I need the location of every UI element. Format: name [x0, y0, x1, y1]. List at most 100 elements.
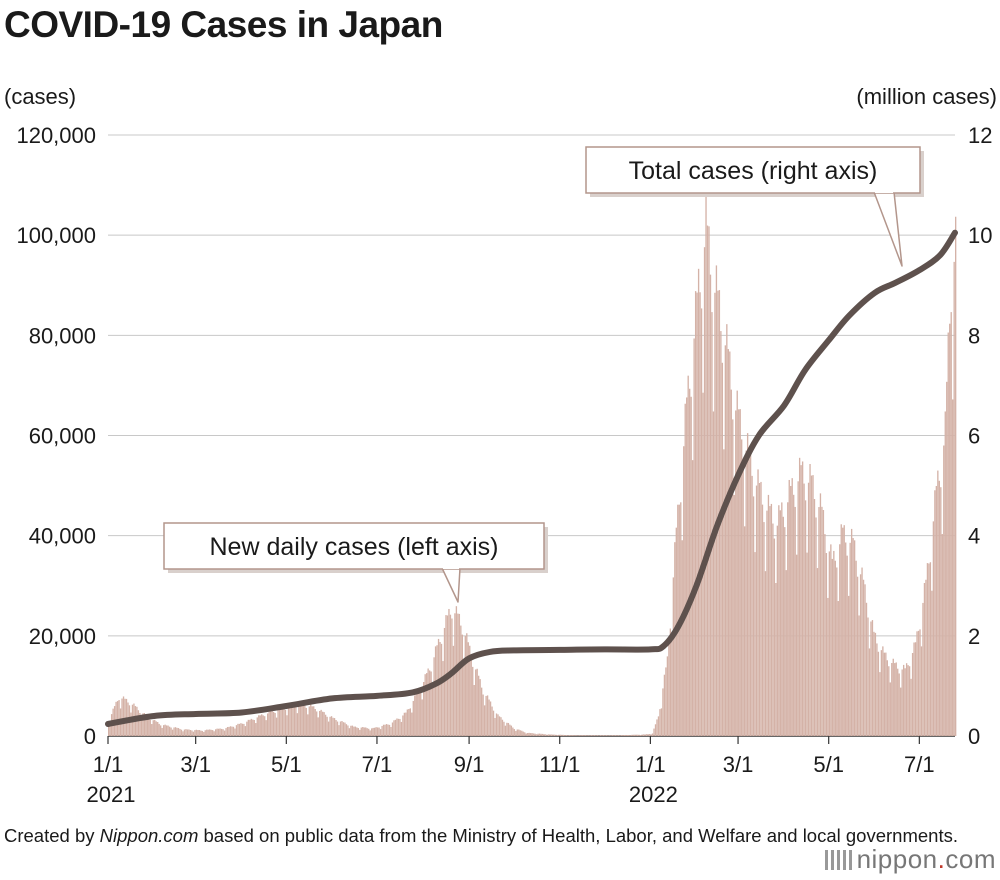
daily-cases-bar — [390, 726, 392, 736]
left-axis-tick-label: 100,000 — [16, 223, 96, 248]
daily-cases-bar — [353, 726, 355, 736]
daily-cases-bar — [604, 735, 606, 736]
daily-cases-bar — [767, 494, 770, 736]
daily-cases-bar — [757, 469, 759, 736]
daily-cases-bar — [338, 725, 340, 736]
daily-cases-bar — [705, 195, 707, 737]
daily-cases-bar — [532, 733, 535, 736]
daily-cases-bar — [599, 735, 602, 736]
daily-cases-bar — [613, 735, 615, 736]
left-axis-tick-label: 0 — [84, 724, 96, 749]
daily-cases-bar — [824, 534, 826, 736]
daily-cases-bar — [406, 709, 409, 736]
daily-cases-bar — [356, 727, 358, 736]
daily-cases-bar — [354, 726, 357, 736]
daily-cases-bar — [837, 601, 839, 736]
daily-cases-bar — [668, 641, 670, 736]
daily-cases-bar — [537, 733, 539, 736]
daily-cases-bar — [818, 507, 820, 736]
daily-cases-bar — [861, 567, 863, 736]
daily-cases-bar — [862, 579, 865, 736]
right-axis-unit: (million cases) — [856, 84, 997, 109]
daily-cases-bar — [656, 719, 658, 736]
daily-cases-bar — [148, 718, 150, 736]
daily-cases-bar — [437, 638, 440, 736]
daily-cases-bar — [842, 527, 844, 736]
daily-cases-bar — [226, 726, 229, 736]
daily-cases-bar — [249, 719, 251, 736]
daily-cases-bar — [494, 717, 496, 736]
right-axis-tick-label: 8 — [968, 323, 980, 348]
daily-cases-bar — [770, 503, 773, 736]
daily-cases-bar — [760, 481, 762, 736]
daily-cases-bar — [305, 707, 307, 736]
daily-cases-bar — [628, 735, 630, 736]
daily-cases-bar — [115, 701, 117, 736]
daily-cases-bar — [454, 613, 456, 736]
x-tick-label: 7/1 — [362, 752, 393, 777]
daily-cases-bar — [143, 713, 145, 736]
daily-cases-bar — [583, 735, 585, 736]
daily-cases-bar — [246, 721, 248, 736]
daily-cases-bar — [865, 602, 868, 736]
daily-cases-bar — [796, 554, 798, 736]
daily-cases-bar — [483, 705, 486, 736]
daily-cases-bar — [859, 574, 862, 736]
daily-cases-bar — [790, 485, 792, 736]
daily-cases-bar — [787, 502, 789, 736]
daily-cases-bar — [479, 679, 481, 736]
daily-cases-bar — [873, 631, 875, 736]
daily-cases-bar — [914, 642, 917, 736]
daily-cases-bar — [877, 651, 880, 736]
daily-cases-bar — [489, 701, 492, 736]
daily-cases-bar — [793, 494, 795, 736]
x-tick-label: 11/1 — [539, 752, 580, 777]
daily-cases-bar — [295, 707, 297, 736]
daily-cases-bar — [535, 734, 538, 736]
daily-cases-bar — [268, 711, 270, 736]
daily-cases-bar — [864, 584, 866, 736]
daily-cases-bar — [161, 727, 163, 736]
right-axis-tick-label: 0 — [968, 724, 980, 749]
daily-cases-bar — [598, 735, 600, 736]
daily-cases-bar — [602, 735, 605, 736]
daily-cases-bar — [186, 729, 189, 736]
daily-cases-bar — [848, 595, 850, 736]
daily-cases-bar — [183, 729, 186, 736]
daily-cases-bar — [587, 735, 590, 736]
daily-cases-bar — [387, 724, 389, 736]
daily-cases-bar — [785, 570, 787, 736]
daily-cases-bar — [904, 668, 906, 736]
daily-cases-bar — [201, 730, 203, 736]
daily-cases-bar — [421, 699, 423, 736]
daily-cases-bar — [834, 560, 836, 736]
daily-cases-bar — [261, 714, 263, 736]
daily-cases-bar — [149, 719, 151, 736]
daily-cases-bar — [543, 734, 545, 736]
daily-cases-bar — [573, 735, 575, 736]
daily-cases-bar — [821, 506, 823, 736]
daily-cases-bar — [388, 724, 391, 736]
daily-cases-bar — [366, 728, 368, 736]
daily-cases-bar — [179, 728, 181, 736]
daily-cases-bar — [298, 703, 300, 736]
daily-cases-bar — [647, 734, 649, 736]
daily-cases-bar — [521, 730, 523, 736]
daily-cases-bar — [540, 733, 542, 736]
daily-cases-bar — [913, 642, 915, 736]
daily-cases-bar — [400, 721, 403, 736]
daily-cases-bar — [155, 721, 157, 736]
daily-cases-bar — [518, 729, 520, 736]
daily-cases-bar — [275, 717, 278, 736]
daily-cases-bar — [335, 720, 337, 736]
daily-cases-bar — [700, 308, 703, 736]
daily-cases-bar — [256, 717, 258, 736]
daily-cases-bar — [203, 731, 205, 736]
daily-cases-bar — [693, 338, 695, 736]
daily-cases-bar — [644, 734, 646, 736]
x-tick-label: 9/1 — [454, 752, 485, 777]
daily-cases-bar — [139, 712, 141, 736]
daily-cases-bar — [694, 291, 697, 736]
daily-cases-bar — [363, 727, 365, 736]
daily-cases-bar — [464, 635, 466, 736]
